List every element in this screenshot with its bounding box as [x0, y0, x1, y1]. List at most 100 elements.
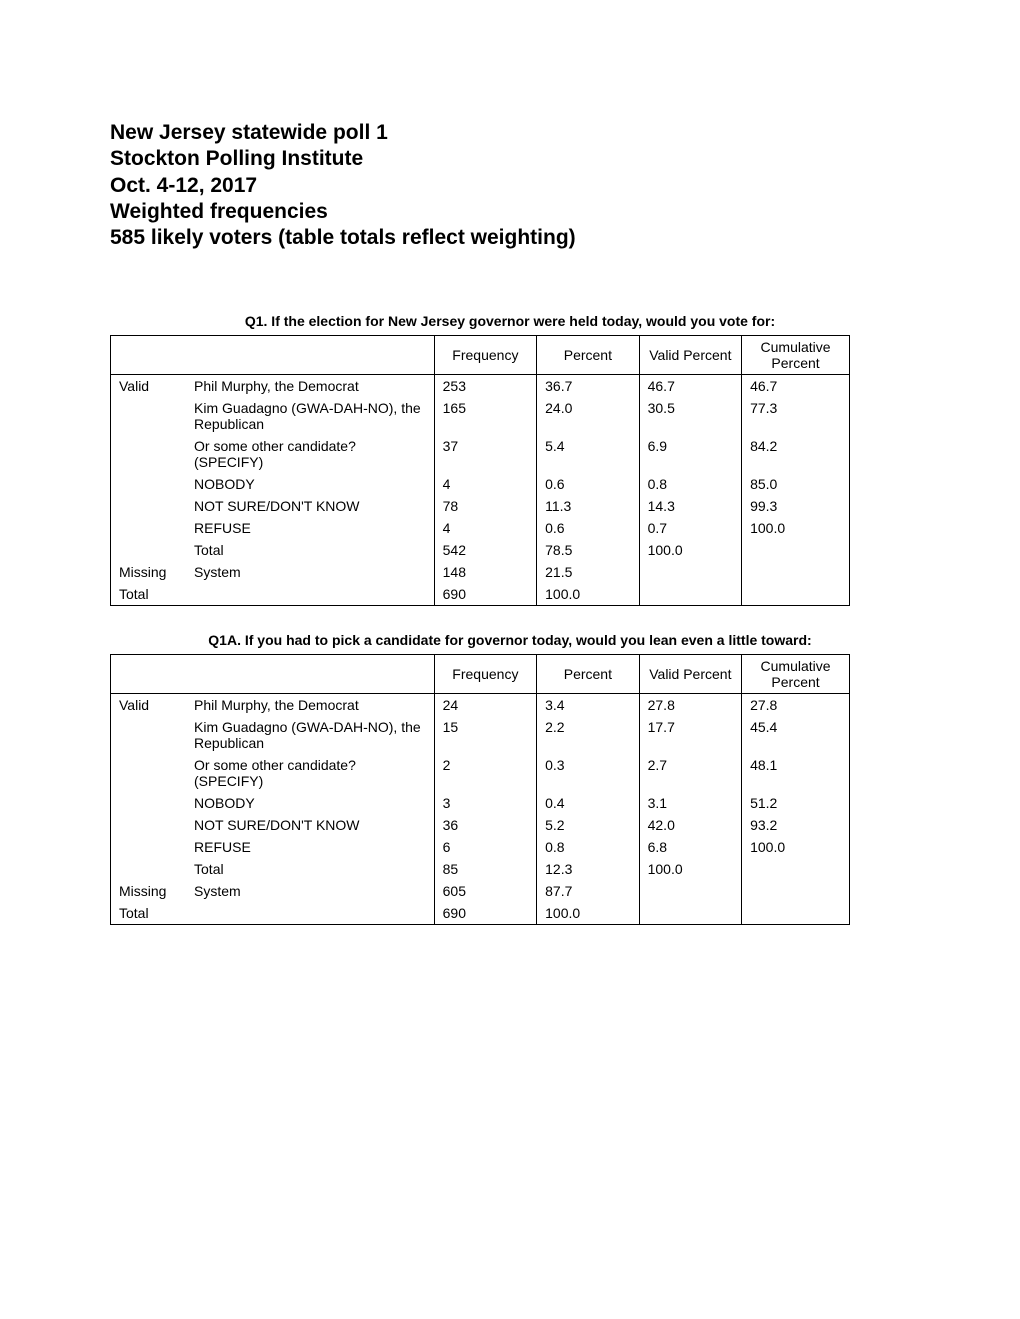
- cell-cpct: 100.0: [742, 517, 850, 539]
- table2-header-row: Frequency Percent Valid Percent Cumulati…: [111, 655, 850, 694]
- cat-empty: [111, 792, 187, 814]
- cell-cpct: 93.2: [742, 814, 850, 836]
- cell-pct: 24.0: [537, 397, 639, 435]
- cell-pct: 87.7: [537, 880, 639, 902]
- cell-freq: 24: [434, 694, 536, 717]
- table1-col-percent: Percent: [537, 336, 639, 375]
- cell-vpct: [639, 583, 741, 606]
- cell-freq: 4: [434, 473, 536, 495]
- cell-vpct: 17.7: [639, 716, 741, 754]
- cell-freq: 2: [434, 754, 536, 792]
- cell-freq: 605: [434, 880, 536, 902]
- table2-col-cum-percent: Cumulative Percent: [742, 655, 850, 694]
- cell-vpct: 30.5: [639, 397, 741, 435]
- row-label: [186, 902, 434, 925]
- row-label: REFUSE: [186, 517, 434, 539]
- table-row: Total 690 100.0: [111, 583, 850, 606]
- cell-freq: 6: [434, 836, 536, 858]
- cell-vpct: 6.9: [639, 435, 741, 473]
- cell-cpct: 51.2: [742, 792, 850, 814]
- cell-cpct: 85.0: [742, 473, 850, 495]
- header-line-5: 585 likely voters (table totals reflect …: [110, 225, 910, 251]
- row-label: Total: [186, 858, 434, 880]
- cell-freq: 85: [434, 858, 536, 880]
- cell-cpct: 99.3: [742, 495, 850, 517]
- table2: Frequency Percent Valid Percent Cumulati…: [110, 654, 850, 925]
- cell-cpct: [742, 858, 850, 880]
- cat-valid: Valid: [111, 375, 187, 398]
- table1-caption: Q1. If the election for New Jersey gover…: [140, 313, 880, 329]
- row-label: [186, 583, 434, 606]
- row-label: Or some other candidate? (SPECIFY): [186, 754, 434, 792]
- cell-freq: 165: [434, 397, 536, 435]
- cat-empty: [111, 836, 187, 858]
- cell-pct: 0.8: [537, 836, 639, 858]
- table-row: Valid Phil Murphy, the Democrat 24 3.4 2…: [111, 694, 850, 717]
- cell-freq: 148: [434, 561, 536, 583]
- cell-pct: 36.7: [537, 375, 639, 398]
- table-row: Kim Guadagno (GWA-DAH-NO), the Republica…: [111, 716, 850, 754]
- cell-vpct: 3.1: [639, 792, 741, 814]
- cell-vpct: 100.0: [639, 858, 741, 880]
- row-label: NOT SURE/DON'T KNOW: [186, 814, 434, 836]
- table-row: Or some other candidate? (SPECIFY) 37 5.…: [111, 435, 850, 473]
- cell-vpct: 2.7: [639, 754, 741, 792]
- table1-header-row: Frequency Percent Valid Percent Cumulati…: [111, 336, 850, 375]
- cell-vpct: 0.8: [639, 473, 741, 495]
- table1-body: Valid Phil Murphy, the Democrat 253 36.7…: [111, 375, 850, 606]
- cat-empty: [111, 397, 187, 435]
- cat-empty: [111, 754, 187, 792]
- cat-empty: [111, 517, 187, 539]
- cell-pct: 0.6: [537, 473, 639, 495]
- cell-pct: 2.2: [537, 716, 639, 754]
- cell-vpct: [639, 880, 741, 902]
- cell-pct: 21.5: [537, 561, 639, 583]
- header-line-1: New Jersey statewide poll 1: [110, 120, 910, 146]
- spacer: [110, 251, 910, 313]
- cell-cpct: 48.1: [742, 754, 850, 792]
- cell-cpct: 46.7: [742, 375, 850, 398]
- table2-col-valid-percent: Valid Percent: [639, 655, 741, 694]
- table1: Frequency Percent Valid Percent Cumulati…: [110, 335, 850, 606]
- cat-empty: [111, 814, 187, 836]
- header-line-4: Weighted frequencies: [110, 199, 910, 225]
- cell-cpct: 100.0: [742, 836, 850, 858]
- cell-pct: 100.0: [537, 583, 639, 606]
- cat-valid: Valid: [111, 694, 187, 717]
- cell-pct: 5.2: [537, 814, 639, 836]
- cell-freq: 3: [434, 792, 536, 814]
- cell-freq: 4: [434, 517, 536, 539]
- cell-cpct: 77.3: [742, 397, 850, 435]
- cat-empty: [111, 473, 187, 495]
- cell-cpct: [742, 539, 850, 561]
- row-label: Phil Murphy, the Democrat: [186, 375, 434, 398]
- table1-col-valid-percent: Valid Percent: [639, 336, 741, 375]
- cell-cpct: [742, 880, 850, 902]
- row-label: Kim Guadagno (GWA-DAH-NO), the Republica…: [186, 716, 434, 754]
- table-row: Total 690 100.0: [111, 902, 850, 925]
- row-label: NOBODY: [186, 473, 434, 495]
- cell-vpct: 6.8: [639, 836, 741, 858]
- cat-total: Total: [111, 583, 187, 606]
- cat-empty: [111, 495, 187, 517]
- cell-vpct: 14.3: [639, 495, 741, 517]
- cell-cpct: 27.8: [742, 694, 850, 717]
- header-line-3: Oct. 4-12, 2017: [110, 173, 910, 199]
- cell-pct: 78.5: [537, 539, 639, 561]
- table-row: REFUSE 4 0.6 0.7 100.0: [111, 517, 850, 539]
- row-label: Or some other candidate? (SPECIFY): [186, 435, 434, 473]
- table2-col-frequency: Frequency: [434, 655, 536, 694]
- cell-pct: 100.0: [537, 902, 639, 925]
- row-label: Total: [186, 539, 434, 561]
- cell-freq: 15: [434, 716, 536, 754]
- table-row: Kim Guadagno (GWA-DAH-NO), the Republica…: [111, 397, 850, 435]
- table-row: NOT SURE/DON'T KNOW 36 5.2 42.0 93.2: [111, 814, 850, 836]
- table2-header-empty: [111, 655, 435, 694]
- document-header: New Jersey statewide poll 1 Stockton Pol…: [110, 120, 910, 251]
- cat-missing: Missing: [111, 561, 187, 583]
- cell-cpct: 45.4: [742, 716, 850, 754]
- cell-pct: 0.4: [537, 792, 639, 814]
- cell-pct: 0.3: [537, 754, 639, 792]
- table-row: Missing System 148 21.5: [111, 561, 850, 583]
- header-line-2: Stockton Polling Institute: [110, 146, 910, 172]
